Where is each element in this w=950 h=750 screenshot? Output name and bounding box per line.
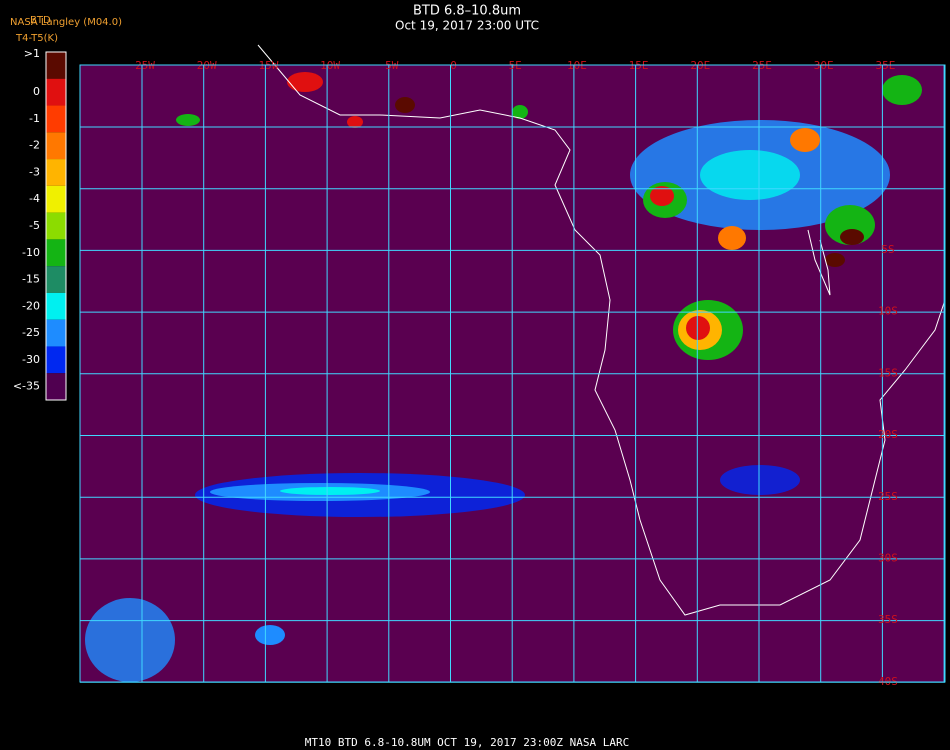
colorbar-label: -25 <box>22 326 40 339</box>
colorbar-label: -30 <box>22 353 40 366</box>
colorbar-label: -2 <box>29 139 40 152</box>
colorbar-swatch <box>46 239 66 267</box>
colorbar-swatch <box>46 266 66 293</box>
colorbar-label: >1 <box>24 47 40 60</box>
colorbar-swatch <box>46 212 66 240</box>
latitude-label: 10S <box>878 305 898 318</box>
cloud-field <box>85 72 922 682</box>
latitude-label: 25S <box>878 490 898 503</box>
colorbar-label: -3 <box>29 165 40 178</box>
graticule: 25W 20W 15W 10W 5W 0 5E 10E 15E 20E 25E 30E 35E5S10S… <box>79 59 946 688</box>
colorbar-swatch <box>46 373 66 400</box>
colorbar-swatch <box>46 159 66 186</box>
colorbar: >1 0 -1 -2 -3 -4 -5 -10 -15 -20 -25 -30 <-35 <box>13 47 67 401</box>
title: BTD 6.8–10.8um <box>413 4 521 19</box>
subtitle: Oct 19, 2017 23:00 UTC <box>395 19 539 33</box>
colorbar-label: -15 <box>22 273 40 286</box>
legend-source: NASA Langley (M04.0) <box>10 17 122 28</box>
colorbar-swatch <box>46 132 66 160</box>
colorbar-label: -20 <box>22 299 40 312</box>
colorbar-label: -5 <box>29 219 40 232</box>
colorbar-label: 0 <box>33 85 40 98</box>
footer: MT10 BTD 6.8-10.8UM OCT 19, 2017 23:00Z … <box>305 736 630 749</box>
colorbar-swatch <box>46 52 66 79</box>
colorbar-label: <-35 <box>13 380 40 393</box>
latitude-label: 35S <box>878 613 898 626</box>
legend-units: T4-T5(K) <box>15 33 58 44</box>
colorbar-swatch <box>46 346 66 374</box>
colorbar-swatch <box>46 292 66 320</box>
colorbar-swatch <box>46 319 66 347</box>
colorbar-label: -10 <box>22 246 40 259</box>
map-frame <box>79 64 946 683</box>
colorbar-swatch <box>46 78 66 106</box>
legend-title: BTD <box>30 15 51 26</box>
latitude-label: 5S <box>881 243 894 256</box>
latitude-label: 20S <box>878 428 898 441</box>
latitude-label: 40S <box>878 675 898 688</box>
latitude-label: 30S <box>878 552 898 565</box>
coastline <box>257 44 946 616</box>
colorbar-swatch <box>46 105 66 133</box>
colorbar-swatch <box>46 185 66 213</box>
latitude-label: 15S <box>878 366 898 379</box>
colorbar-label: -4 <box>29 192 40 205</box>
colorbar-label: -1 <box>29 112 40 125</box>
colorbar-frame <box>45 51 67 401</box>
